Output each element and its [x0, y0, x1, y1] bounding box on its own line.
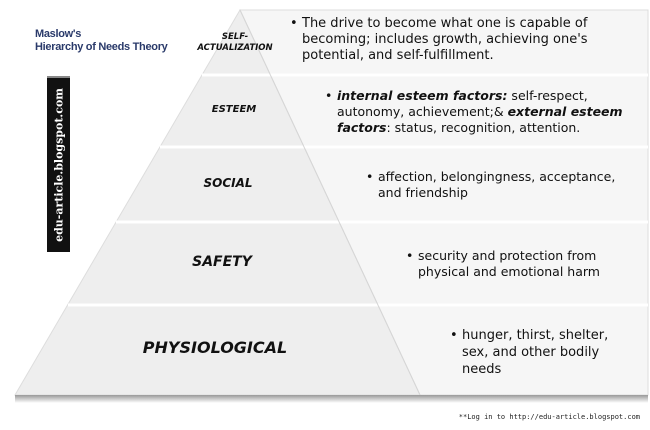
blog-side-label: edu-article.blogspot.com	[47, 76, 70, 252]
desc-safety: • security and protection from physical a…	[406, 248, 638, 280]
bullet-icon: •	[325, 88, 333, 103]
desc-bold: external esteem factors	[337, 104, 623, 135]
desc-text: security and protection from physical an…	[418, 248, 600, 279]
bullet-icon: •	[406, 248, 414, 263]
title-line1: Maslow's	[35, 28, 82, 40]
level-label: SELF-	[221, 32, 249, 42]
level-esteem: ESTEEM	[211, 104, 257, 115]
level-physiological: PHYSIOLOGICAL	[142, 338, 288, 357]
level-social: SOCIAL	[203, 176, 253, 190]
desc-text: : status, recognition, attention.	[386, 120, 581, 135]
desc-social: • affection, belongingness, acceptance, a…	[366, 169, 628, 201]
base-shadow	[15, 395, 648, 403]
bullet-icon: •	[450, 328, 458, 343]
desc-physiological: • hunger, thirst, shelter, sex, and other…	[450, 327, 622, 378]
side-label-text: edu-article.blogspot.com	[52, 88, 65, 242]
bullet-icon: •	[290, 16, 298, 31]
desc-text: hunger, thirst, shelter, sex, and other …	[462, 328, 609, 377]
desc-text: self-respect, autonomy, achievement;&	[337, 88, 588, 119]
desc-text: The drive to become what one is capable …	[302, 16, 588, 63]
desc-self-actualization: • The drive to become what one is capable…	[290, 16, 632, 64]
desc-text: affection, belongingness, acceptance, an…	[378, 169, 616, 200]
level-safety: SAFETY	[192, 254, 252, 270]
desc-esteem: • internal esteem factors: self-respect, …	[325, 88, 627, 136]
title-line2: Hierarchy of Needs Theory	[35, 41, 168, 53]
level-label: ACTUALIZATION	[197, 43, 273, 53]
level-self-actualization: SELF- ACTUALIZATION	[197, 32, 272, 54]
footer-link-note: **Log in to http://edu-article.blogspot.…	[458, 413, 640, 421]
diagram-title: Maslow's Hierarchy of Needs Theory	[35, 28, 168, 54]
bullet-icon: •	[366, 169, 374, 184]
layer-dividers	[68, 73, 648, 307]
desc-bold: internal esteem factors:	[337, 88, 508, 103]
